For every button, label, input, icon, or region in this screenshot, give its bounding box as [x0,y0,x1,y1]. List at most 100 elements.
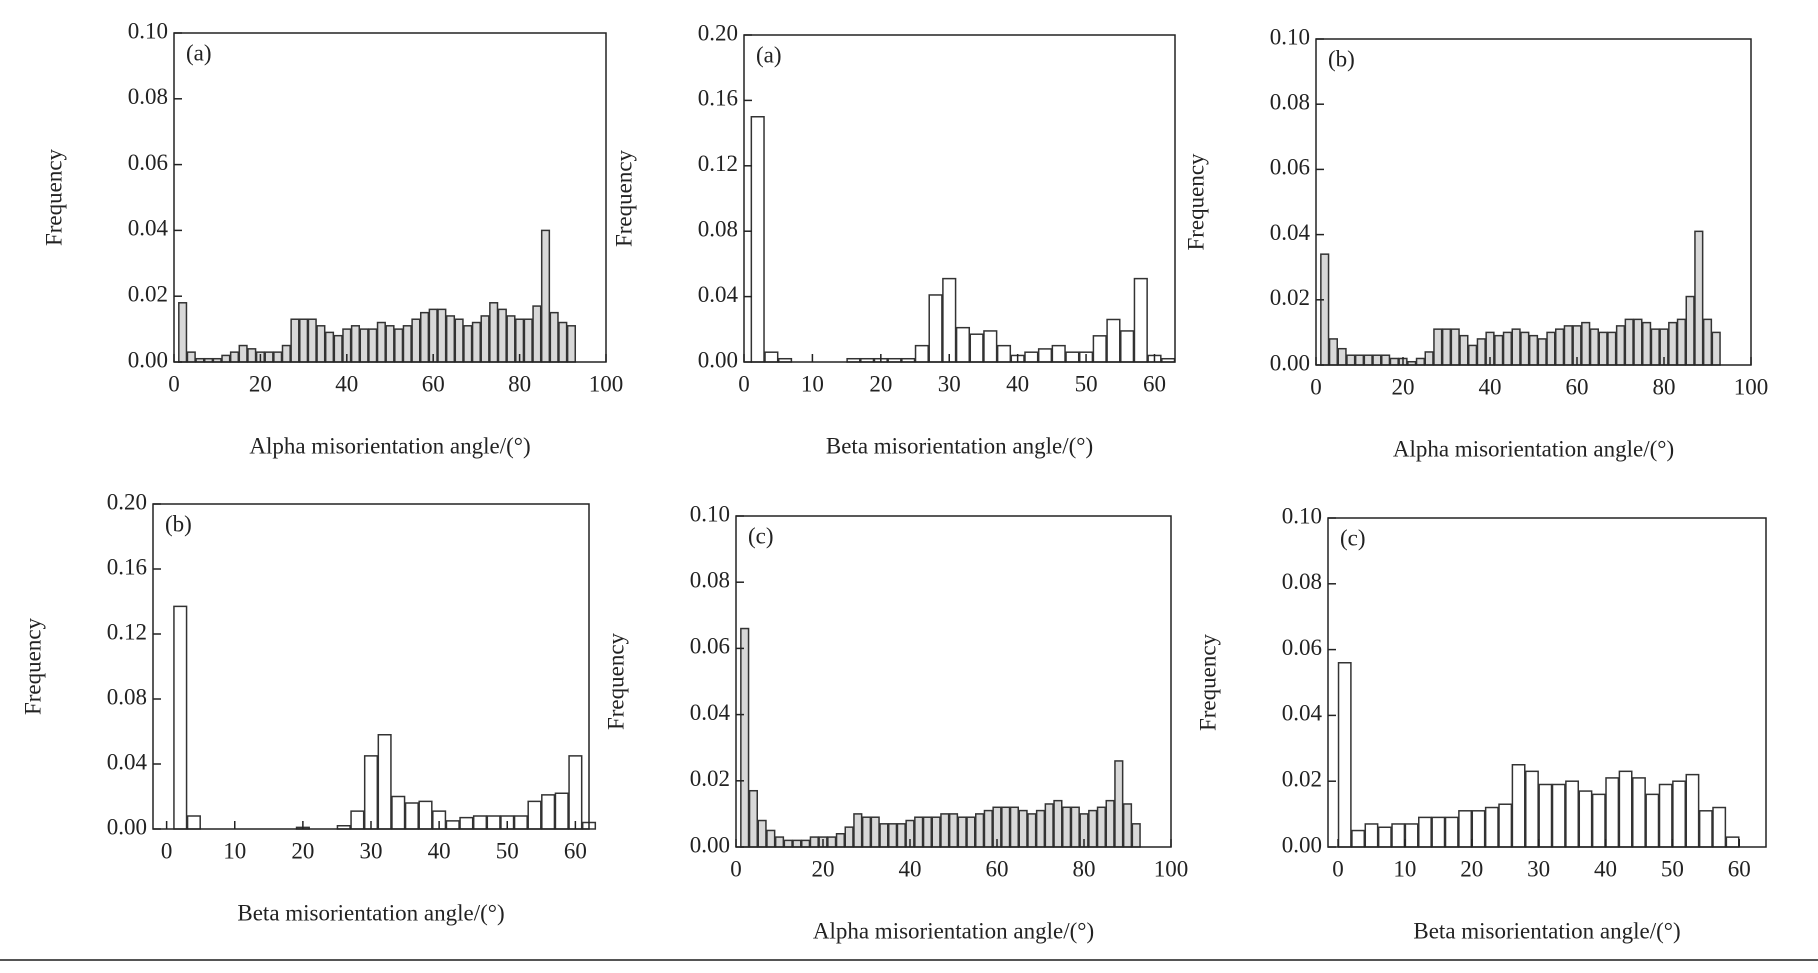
bar [454,318,464,363]
bar [1415,357,1426,366]
bar [532,305,542,363]
y-tick-label: 0.06 [690,634,730,659]
bar [1511,328,1521,366]
plot-frame [735,515,1172,848]
bar [299,318,309,363]
bar [1120,330,1135,363]
bar [792,839,802,848]
bar [1725,836,1740,848]
y-tick-label: 0.08 [690,567,730,592]
bar [1476,338,1486,366]
bar [1537,338,1547,366]
bar [186,815,201,830]
panel-label: (b) [165,511,192,536]
bar [471,321,481,363]
bar [1131,823,1141,848]
y-tick-label: 0.00 [128,347,168,372]
x-axis-label: Alpha misorientation angle/(°) [813,918,1094,943]
bar [1546,331,1556,366]
bar [1598,331,1608,366]
y-tick-label: 0.04 [690,700,731,725]
bar [385,325,395,363]
bar [955,326,971,363]
bar [513,815,528,830]
x-tick-label: 30 [1527,856,1550,881]
bar [1114,760,1124,848]
bar [1458,810,1473,848]
x-axis-label: Beta misorientation angle/(°) [237,900,504,925]
panel-label: (a) [756,42,782,67]
x-tick-label: 50 [1661,856,1684,881]
bar [540,229,551,363]
x-tick-label: 80 [1073,856,1096,881]
bar [1645,793,1660,848]
bar [1658,783,1673,848]
bar [402,325,412,363]
bar [1632,777,1646,848]
bar [368,328,378,363]
x-tick-label: 20 [1392,374,1415,399]
bar [359,328,369,363]
bar [1418,816,1432,848]
bar [1018,809,1028,848]
x-tick-label: 0 [1332,856,1344,881]
bar [1471,810,1486,848]
x-tick-label: 20 [249,371,272,396]
bar [1088,809,1098,848]
bar [1565,780,1580,848]
bar [1494,334,1504,366]
bar [1498,803,1513,848]
bar [238,344,248,363]
bar [566,325,577,363]
bar [783,839,793,848]
bar [1364,823,1379,848]
y-axis-label: Frequency [611,149,636,247]
y-tick-label: 0.04 [107,749,148,774]
bar [391,795,406,830]
bar [1328,338,1339,366]
bar [404,802,419,830]
bar [1320,253,1330,366]
bar [1053,799,1063,848]
bar [1105,799,1115,848]
bar [1404,823,1419,848]
bar [1363,354,1373,366]
bar [554,792,569,830]
bar [1685,295,1695,366]
y-tick-label: 0.08 [128,84,168,109]
bar [229,351,240,363]
y-axis-label: Frequency [603,632,628,730]
x-tick-label: 80 [508,371,531,396]
x-tick-label: 10 [801,371,824,396]
y-tick-label: 0.10 [690,501,730,526]
bar [827,836,837,848]
bar [774,836,785,848]
x-tick-label: 10 [223,838,246,863]
bar [740,627,750,848]
bar [1027,813,1037,848]
x-tick-label: 20 [1460,856,1483,881]
y-tick-label: 0.12 [698,151,738,176]
y-tick-label: 0.02 [690,766,730,791]
bar [1389,357,1399,366]
x-tick-label: 60 [986,856,1009,881]
x-tick-label: 40 [1594,856,1617,881]
x-tick-label: 40 [335,371,358,396]
bar [750,116,765,363]
y-tick-label: 0.10 [1270,24,1310,49]
bar [459,816,474,830]
bar [480,315,490,363]
bar [527,800,542,830]
bar [1351,829,1366,848]
bar [1377,826,1392,848]
y-tick-label: 0.06 [1270,155,1310,180]
bar [1001,806,1011,848]
y-tick-label: 0.02 [1282,766,1322,791]
bar [1444,816,1459,848]
bar [558,321,568,363]
bar [173,605,188,830]
plot-frame [1327,517,1767,848]
bar [1605,777,1620,848]
bar [957,816,967,848]
bar [1511,764,1526,848]
